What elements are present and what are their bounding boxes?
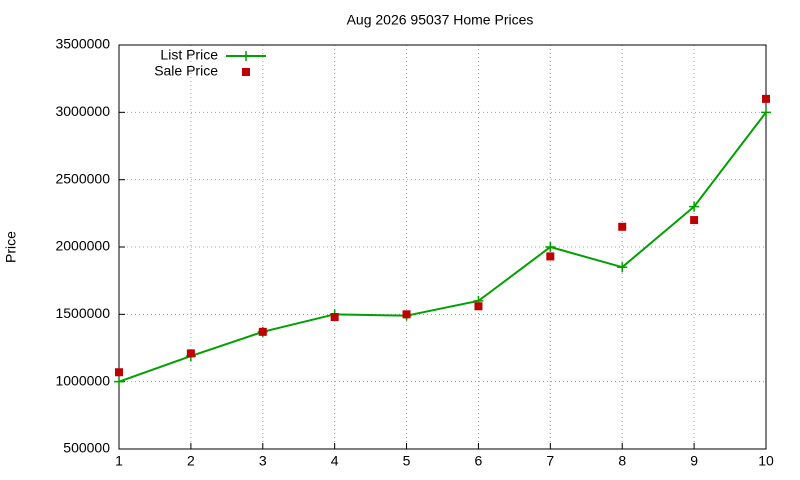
x-tick-label: 1 (115, 453, 123, 469)
point (546, 252, 555, 261)
point (618, 222, 627, 231)
legend-swatch (241, 51, 251, 61)
legend-label: Sale Price (154, 63, 218, 79)
plot-border (118, 44, 767, 450)
line (118, 111, 767, 383)
y-tick-label: 3500000 (55, 36, 110, 52)
x-tick-label: 8 (618, 453, 626, 469)
point (402, 310, 411, 319)
x-tick-label: 9 (690, 453, 698, 469)
y-tick-label: 1500000 (55, 305, 110, 321)
x-tick-label: 4 (331, 453, 339, 469)
y-axis-label: Price (3, 231, 19, 263)
legend-swatch (242, 68, 250, 76)
y-tick-label: 1000000 (55, 372, 110, 388)
chart-title: Aug 2026 95037 Home Prices (347, 12, 534, 28)
point (186, 349, 195, 358)
point (617, 262, 628, 273)
x-tick-label: 6 (475, 453, 483, 469)
point (330, 313, 339, 322)
x-tick-label: 2 (187, 453, 195, 469)
y-tick-label: 2000000 (55, 238, 110, 254)
point (474, 302, 483, 311)
point (761, 107, 771, 118)
x-tick-label: 10 (758, 453, 774, 469)
point (258, 327, 267, 336)
point (114, 376, 124, 387)
y-tick-label: 3000000 (55, 103, 110, 119)
point (762, 94, 770, 103)
point (545, 242, 556, 252)
point (115, 368, 123, 377)
point (690, 216, 699, 225)
y-tick-label: 500000 (63, 440, 110, 456)
point (689, 201, 700, 212)
legend-label: List Price (160, 47, 218, 63)
x-tick-label: 5 (403, 453, 411, 469)
y-tick-label: 2500000 (55, 170, 110, 186)
x-tick-label: 3 (259, 453, 267, 469)
x-tick-label: 7 (546, 453, 554, 469)
